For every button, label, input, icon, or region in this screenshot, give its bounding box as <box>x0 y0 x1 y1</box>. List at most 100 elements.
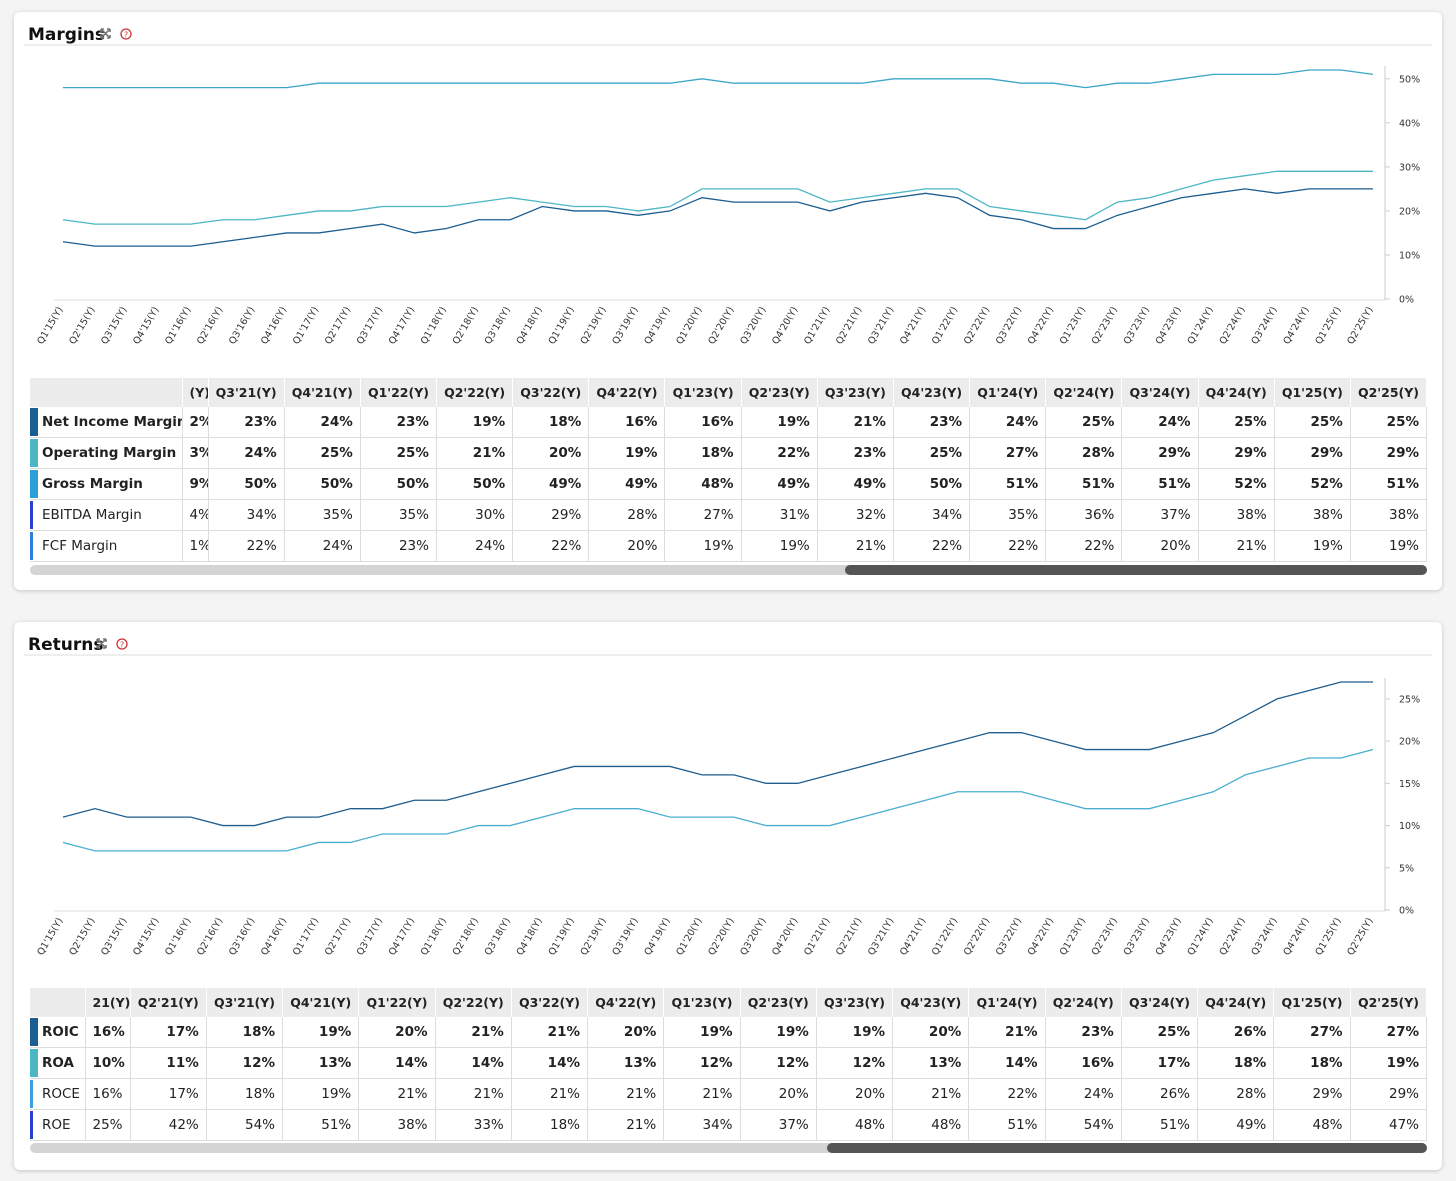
y-tick-label: 50% <box>1399 74 1420 85</box>
expand-icon[interactable] <box>100 28 111 39</box>
svg-text:?: ? <box>124 31 128 40</box>
x-tick-label: Q1'20(Y) <box>674 305 704 346</box>
row-color <box>30 532 33 560</box>
value-cell: 18% <box>512 407 590 438</box>
value-cell: 22% <box>893 530 971 562</box>
value-cell: 19% <box>741 530 818 562</box>
column-header: Q1'24(Y) <box>968 988 1046 1017</box>
x-tick-label: Q1'20(Y) <box>674 916 704 957</box>
x-tick-label: Q2'21(Y) <box>834 305 864 346</box>
value-cell: 21% <box>358 1078 436 1110</box>
value-cell: 28% <box>1045 437 1123 469</box>
value-cell: 28% <box>1197 1078 1275 1110</box>
x-tick-label: Q4'22(Y) <box>1026 916 1056 957</box>
column-header: Q3'22(Y) <box>511 988 589 1017</box>
y-tick-label: 5% <box>1399 863 1414 874</box>
row-color <box>30 1049 38 1077</box>
table-row: ROA 10% 11% 12% 13% 14% 14% 14% 13% 12% 12% 12% 13% 1… <box>30 1047 1427 1079</box>
row-name-cell: ROE <box>30 1109 86 1141</box>
scroll-thumb[interactable] <box>845 565 1427 575</box>
value-cell: 33% <box>435 1109 512 1141</box>
value-cell: 19% <box>588 437 666 469</box>
x-tick-label: Q1'23(Y) <box>1058 305 1088 346</box>
value-cell: 29% <box>512 499 590 531</box>
x-tick-label: Q3'15(Y) <box>99 305 129 346</box>
x-tick-label: Q4'16(Y) <box>259 305 289 346</box>
y-tick-label: 40% <box>1399 118 1420 129</box>
column-header: Q3'21(Y) <box>208 378 285 407</box>
y-tick-label: 20% <box>1399 737 1420 748</box>
column-header: Q4'24(Y) <box>1198 378 1275 407</box>
row-name: FCF Margin <box>42 538 118 554</box>
scroll-thumb[interactable] <box>827 1143 1427 1153</box>
value-cell: 38% <box>358 1109 436 1141</box>
value-cell: 29% <box>1350 1078 1427 1110</box>
value-cell: 3% <box>182 437 209 469</box>
x-tick-label: Q4'16(Y) <box>259 916 289 957</box>
x-tick-label: Q3'24(Y) <box>1249 305 1279 346</box>
column-header: Q4'23(Y) <box>893 378 971 407</box>
returns-table: 21(Y) Q2'21(Y) Q3'21(Y) Q4'21(Y) Q1'22(Y) Q2'… <box>30 988 1427 1141</box>
value-cell: 36% <box>1045 499 1123 531</box>
x-tick-label: Q1'22(Y) <box>930 305 960 346</box>
column-header: Q3'21(Y) <box>206 988 284 1017</box>
header-row: 21(Y) Q2'21(Y) Q3'21(Y) Q4'21(Y) Q1'22(Y) Q2'… <box>30 988 1427 1017</box>
row-color <box>30 501 33 529</box>
value-cell: 27% <box>969 437 1047 469</box>
column-header: Q4'22(Y) <box>587 988 665 1017</box>
value-cell: 16% <box>1045 1047 1122 1079</box>
x-tick-label: Q3'20(Y) <box>738 305 768 346</box>
value-cell: 20% <box>512 437 590 469</box>
value-cell: 21% <box>511 1078 589 1110</box>
x-tick-label: Q2'19(Y) <box>579 305 609 346</box>
value-cell: 23% <box>893 407 971 438</box>
row-name-cell: FCF Margin <box>30 530 183 562</box>
value-cell: 21% <box>892 1078 970 1110</box>
column-header: Q3'23(Y) <box>816 988 894 1017</box>
value-cell: 20% <box>588 530 666 562</box>
x-tick-label: Q2'23(Y) <box>1090 305 1120 346</box>
value-cell: 24% <box>208 437 285 469</box>
value-cell: 21% <box>435 1078 512 1110</box>
column-header: Q2'22(Y) <box>436 378 514 407</box>
x-tick-label: Q3'22(Y) <box>994 916 1024 957</box>
y-tick-label: 0% <box>1399 295 1414 306</box>
value-cell: 27% <box>1350 1017 1427 1048</box>
x-tick-label: Q1'15(Y) <box>35 305 65 346</box>
x-tick-label: Q1'24(Y) <box>1186 305 1216 346</box>
scrollbar[interactable] <box>30 1143 1427 1153</box>
help-icon[interactable]: ? <box>116 638 128 650</box>
value-cell: 19% <box>1350 1047 1427 1079</box>
column-header: Q2'24(Y) <box>1045 378 1123 407</box>
value-cell: 37% <box>740 1109 817 1141</box>
value-cell: 20% <box>892 1017 970 1048</box>
x-tick-label: Q4'18(Y) <box>515 916 545 957</box>
table-row: Gross Margin9%50%50%50%50%49%49%48%49%49… <box>30 468 1428 500</box>
x-tick-label: Q1'25(Y) <box>1313 305 1343 346</box>
row-name-cell: EBITDA Margin <box>30 499 183 531</box>
scrollbar[interactable] <box>30 565 1427 575</box>
margins-chart: Margins ? 0% 10% 20% 30% 40% 50% Q1'15(Y) Q2'15… <box>24 25 1432 346</box>
x-tick-label: Q2'23(Y) <box>1090 916 1120 957</box>
column-header: Q2'21(Y) <box>130 988 207 1017</box>
value-cell: 31% <box>741 499 818 531</box>
value-cell: 22% <box>741 437 818 469</box>
value-cell: 32% <box>817 499 894 531</box>
value-cell: 25% <box>85 1109 131 1141</box>
help-icon[interactable]: ? <box>120 28 132 40</box>
x-tick-label: Q3'18(Y) <box>483 916 513 957</box>
expand-icon[interactable] <box>96 638 107 649</box>
x-tick-label: Q3'21(Y) <box>866 916 896 957</box>
x-tick-label: Q3'20(Y) <box>738 916 768 957</box>
row-color <box>30 1080 33 1108</box>
value-cell: 20% <box>587 1017 665 1048</box>
x-tick-label: Q3'23(Y) <box>1122 916 1152 957</box>
row-color <box>30 1111 33 1139</box>
value-cell: 21% <box>968 1017 1046 1048</box>
x-tick-label: Q2'24(Y) <box>1218 916 1248 957</box>
x-tick-label: Q3'17(Y) <box>355 916 385 957</box>
value-cell: 29% <box>1350 437 1428 469</box>
value-cell: 52% <box>1274 468 1351 500</box>
value-cell: 35% <box>284 499 361 531</box>
